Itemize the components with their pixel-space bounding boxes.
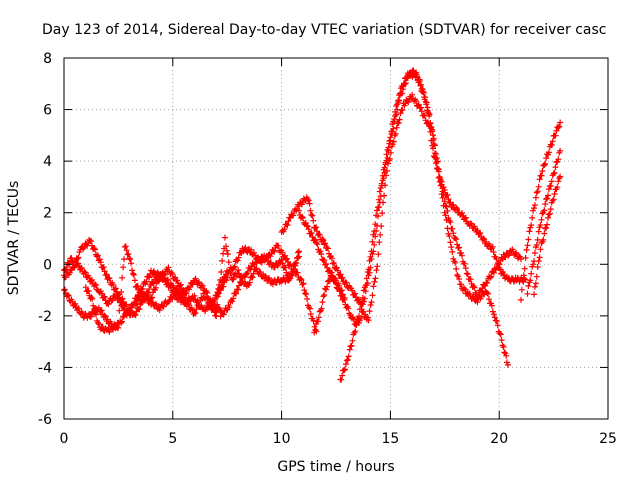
- series-track-11: [311, 269, 348, 336]
- y-tick-label: 6: [43, 103, 52, 119]
- series-markers: [524, 147, 564, 297]
- y-tick-label: -6: [38, 412, 52, 428]
- series-track-14: [531, 173, 564, 298]
- y-tick-label: -4: [38, 360, 52, 376]
- y-tick-label: 4: [43, 154, 52, 170]
- x-tick-label: 5: [168, 431, 177, 447]
- axis-ticks: 0 5 10 15 20 25 -6 -4 -2 0 2 4 6 8: [38, 51, 617, 447]
- series-markers: [311, 269, 348, 336]
- y-tick-label: 0: [43, 257, 52, 273]
- x-axis-label: GPS time / hours: [277, 459, 394, 475]
- series-markers: [82, 243, 187, 335]
- y-axis-label: SDTVAR / TECUs: [6, 181, 22, 296]
- series-markers: [531, 173, 564, 298]
- series-markers: [217, 248, 303, 320]
- plot-frame: [63, 57, 609, 420]
- x-tick-label: 10: [273, 431, 291, 447]
- y-tick-label: 2: [43, 206, 52, 222]
- series-track-4: [82, 243, 187, 335]
- grid-lines: [64, 58, 608, 419]
- data-points: [61, 67, 564, 383]
- series-track-7: [217, 248, 303, 320]
- series-track-12: [518, 119, 564, 303]
- x-tick-label: 0: [60, 431, 69, 447]
- series-markers: [518, 119, 564, 303]
- series-markers: [337, 69, 524, 383]
- y-tick-label: -2: [38, 309, 52, 325]
- chart-title: Day 123 of 2014, Sidereal Day-to-day VTE…: [42, 22, 606, 38]
- series-track-13: [524, 147, 564, 297]
- series-track-10: [337, 69, 524, 383]
- y-tick-label: 8: [43, 51, 52, 67]
- x-tick-label: 20: [490, 431, 508, 447]
- x-tick-label: 15: [381, 431, 399, 447]
- x-tick-label: 25: [599, 431, 617, 447]
